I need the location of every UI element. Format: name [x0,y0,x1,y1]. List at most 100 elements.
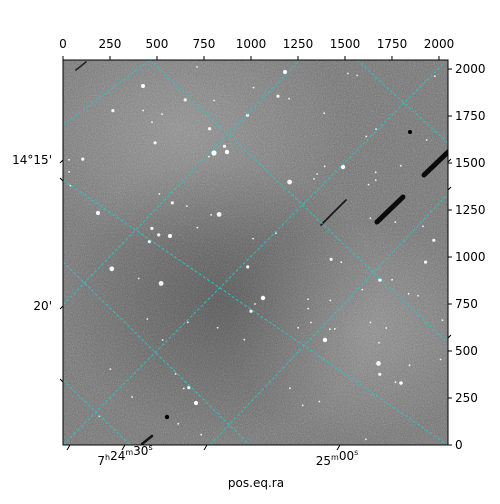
star [408,364,411,367]
star [158,281,164,286]
star [170,201,174,205]
star [131,396,134,398]
right-pixel-axis: 0 250 500 750 1000 1250 1500 1750 2000 [448,62,486,452]
star [374,171,377,174]
satellite-trail [75,61,87,71]
x-pixel-tick-label: 0 [59,37,67,51]
star [210,214,213,216]
dec-tick [447,158,452,163]
star [367,183,370,186]
star [243,338,246,341]
star [424,260,428,264]
grid-line [356,60,448,144]
star [365,135,368,138]
star [422,225,424,228]
satellite-trail [421,149,448,178]
grid-line [209,193,448,445]
sky-image [63,60,448,445]
y-pixel-tick-label: 0 [455,438,463,452]
plot-frame [62,59,449,446]
dec-tick-label: 20' [33,299,52,313]
grid-line [63,179,448,445]
star [333,328,336,330]
star [249,309,253,313]
coordinate-grid [63,60,448,445]
satellite-trail [140,434,154,445]
star [399,164,402,167]
x-pixel-tick-label: 750 [193,37,216,51]
star [394,221,397,224]
star [322,337,328,343]
star [441,319,444,322]
y-pixel-tick-label: 750 [455,297,478,311]
dec-tick [59,177,64,182]
star [111,109,115,113]
grid-line [63,261,251,445]
star [340,261,343,264]
grid-line [63,61,446,445]
ra-tick-label: 7h24m30s [97,443,152,468]
star [340,164,346,170]
star [310,321,312,324]
star [318,400,321,403]
star [356,74,358,77]
top-pixel-axis: 0 250 500 750 1000 1250 1500 1750 2000 [59,37,454,60]
star [252,86,255,89]
dec-tick [59,305,64,310]
star [183,98,187,102]
star [369,217,372,220]
star [109,368,112,370]
star [347,72,349,75]
star [361,288,364,291]
star [151,121,153,123]
star [142,109,145,112]
star [417,294,419,297]
star [158,193,161,195]
dark-region [63,160,380,440]
star [365,438,367,441]
satellite-trails [75,61,448,445]
star [329,328,331,331]
star [68,158,70,161]
ra-tick [121,444,126,451]
grid-line [63,379,131,445]
grid-line [149,60,448,344]
star [407,292,410,295]
star [222,144,227,148]
y-pixel-tick-label: 1000 [455,250,486,264]
star [425,139,428,141]
dark-spot [164,414,170,420]
star [194,401,198,405]
dec-tick [59,159,64,164]
star [68,171,70,173]
star [260,295,266,301]
dark-spot [408,130,412,134]
star [276,94,280,98]
star [307,298,309,300]
y-pixel-tick-label: 1750 [455,109,486,123]
star [245,113,250,117]
star [329,257,333,261]
star [153,141,157,145]
ra-tick [66,444,71,451]
star [200,433,203,436]
star [433,75,436,77]
star [137,277,140,280]
star [81,157,85,161]
ra-axis: 7h24m30s 25m00s [66,443,358,468]
star [439,358,442,361]
satellite-trail [374,194,406,225]
star [187,321,189,324]
star [289,387,291,390]
star [385,327,388,329]
star [329,299,332,302]
star [146,318,149,320]
dec-tick [447,334,452,339]
star [216,212,222,217]
star [161,339,164,341]
star [96,211,100,215]
star [391,278,393,281]
star [283,70,287,74]
star [196,226,199,229]
star [378,278,382,282]
